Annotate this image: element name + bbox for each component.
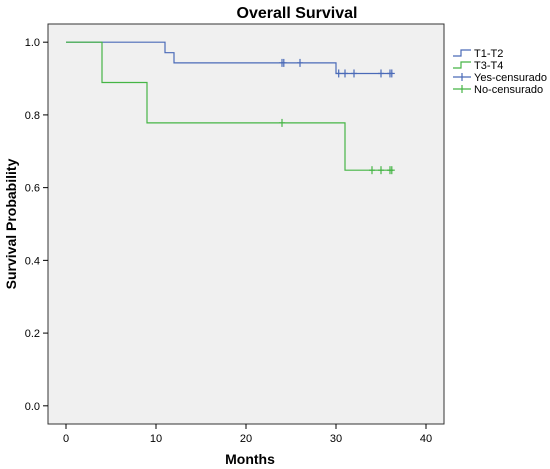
series-line-t3-t4	[66, 41, 390, 171]
censor-mark-t1-t2	[378, 69, 384, 78]
censor-mark-t1-t2	[351, 69, 357, 78]
legend-label: T1-T2	[474, 48, 503, 60]
series-line-t1-t2	[66, 41, 390, 75]
series-layer	[66, 41, 395, 175]
legend-label: No-censurado	[474, 84, 543, 96]
y-tick-label: 0.4	[25, 255, 40, 267]
plot-background	[47, 23, 445, 425]
legend-step-symbol	[453, 61, 471, 69]
y-axis-label: Survival Probability	[3, 158, 19, 289]
x-tick-label: 0	[63, 433, 69, 445]
y-tick-label: 0.2	[25, 328, 40, 340]
censor-mark-t3-t4	[369, 166, 375, 175]
x-tick-label: 40	[420, 433, 432, 445]
y-tick-label: 0.0	[25, 401, 40, 413]
legend-label: Yes-censurado	[474, 72, 547, 84]
x-tick-label: 20	[240, 433, 252, 445]
x-axis-label: Months	[225, 451, 275, 467]
censor-mark-t1-t2	[342, 69, 348, 78]
x-tick-label: 10	[150, 433, 162, 445]
censor-mark-t1-t2	[388, 69, 395, 78]
censor-mark-t3-t4	[378, 166, 384, 175]
legend-item-no-censurado: No-censurado	[453, 84, 543, 96]
legend-step-symbol	[453, 49, 471, 57]
x-tick-label: 30	[330, 433, 342, 445]
x-axis-ticks: 0 10 20 30 40	[63, 424, 432, 445]
legend-item-t1-t2: T1-T2	[453, 48, 503, 60]
censor-mark-t1-t2	[335, 69, 342, 78]
y-tick-label: 0.6	[25, 183, 40, 195]
chart-title: Overall Survival	[237, 5, 358, 22]
legend-label: T3-T4	[474, 60, 503, 72]
legend-item-yes-censurado: Yes-censurado	[453, 72, 547, 84]
y-tick-label: 1.0	[25, 37, 40, 49]
y-axis-ticks: 0.0 0.2 0.4 0.6 0.8 1.0	[25, 37, 48, 413]
censor-mark-t1-t2	[280, 58, 287, 67]
censor-mark-t3-t4	[388, 166, 395, 175]
censor-mark-t1-t2	[297, 58, 303, 67]
censor-mark-t3-t4	[279, 118, 285, 127]
y-tick-label: 0.8	[25, 110, 40, 122]
legend-item-t3-t4: T3-T4	[453, 60, 503, 72]
